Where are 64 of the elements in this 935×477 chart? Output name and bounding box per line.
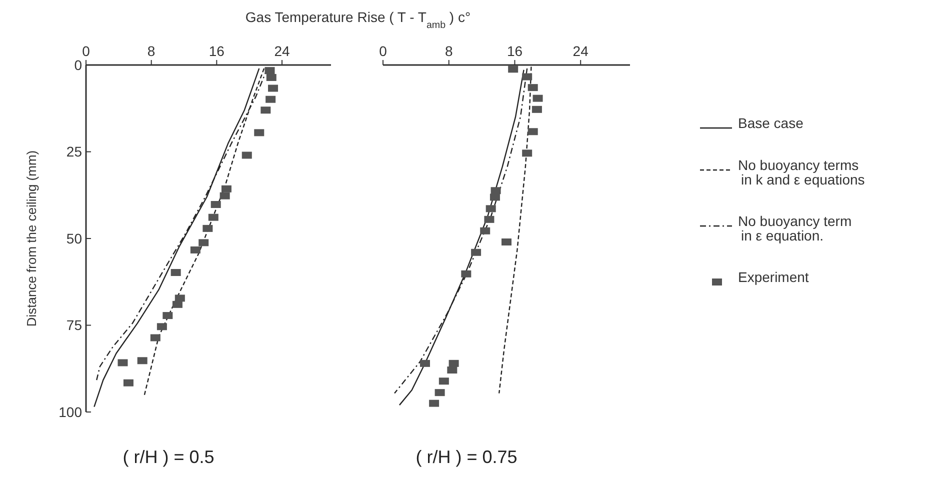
point [208,214,218,221]
point [447,366,458,374]
y-axis-title: Distance from the ceiling (mm) [24,150,39,327]
point [266,74,276,81]
point [490,187,501,194]
point [438,378,449,385]
point [522,150,532,157]
point [480,227,490,234]
point [221,185,232,192]
point [268,84,278,92]
point [137,357,148,364]
y-tick-label: 0 [74,56,82,73]
point [118,359,128,366]
point [490,194,500,201]
point [434,389,445,396]
x-tick-label: 16 [208,43,225,59]
point [502,238,512,246]
point [486,205,496,212]
point [150,334,160,342]
point [198,239,209,246]
point [260,106,271,114]
point [210,200,221,208]
point [484,216,494,223]
point [254,129,264,136]
point [174,294,185,302]
point [242,152,252,159]
point [156,323,167,330]
legend-label: No buoyancy terms in k and ε equations [738,157,865,188]
point [202,224,213,232]
legend-label: Base case [738,115,804,131]
text: ( r/H ) = 0.75 [416,447,518,467]
point [172,300,182,308]
x-tick-label: 0 [379,43,388,59]
point [123,379,134,386]
point [264,67,275,74]
point [522,73,532,80]
point [220,192,230,200]
point [170,269,181,276]
point [429,400,440,407]
point [448,360,459,367]
text: ( r/H ) = 0.5 [122,447,214,467]
point [508,66,518,73]
point [461,270,472,278]
x-tick-label: 24 [572,43,589,59]
point [162,312,173,320]
legend-label: Experiment [738,269,809,285]
y-tick-label: 50 [66,230,82,246]
point [528,128,538,136]
y-tick-label: 75 [66,317,82,334]
point [532,94,543,102]
point [471,248,482,256]
point [532,106,542,113]
x-tick-label: 16 [506,43,523,59]
y-tick-label: 25 [66,144,82,160]
point [528,84,538,92]
point [420,360,430,367]
legend-label: No buoyancy term in ε equation. [738,213,852,244]
x-axis-title: Gas Temperature Rise ( T - T$_{amb}$ ) c° [245,9,471,30]
x-tick-label: 24 [274,43,290,59]
point [190,246,200,254]
point [266,96,276,103]
y-tick-label: 100 [58,404,82,420]
x-tick-label: 8 [444,43,453,59]
x-tick-label: 8 [147,43,156,59]
